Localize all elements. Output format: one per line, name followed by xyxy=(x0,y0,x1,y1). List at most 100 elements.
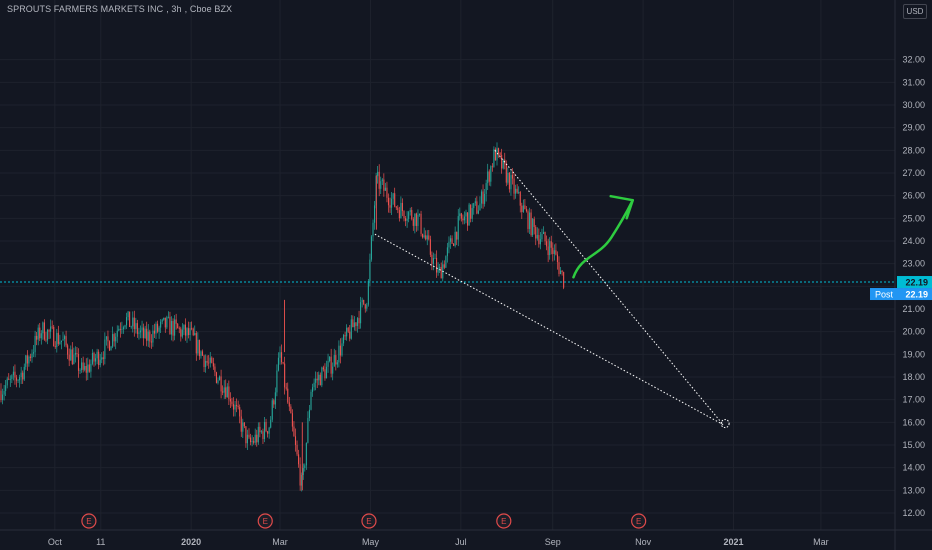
candle-body xyxy=(403,211,405,219)
candle-body xyxy=(262,431,264,440)
candle-body xyxy=(246,434,248,444)
candle-body xyxy=(294,436,297,445)
candle-body xyxy=(122,327,124,330)
symbol-name: SPROUTS FARMERS MARKETS INC xyxy=(7,4,164,14)
candle-body xyxy=(23,366,25,380)
x-tick-label: Mar xyxy=(272,537,288,547)
candle-body xyxy=(324,369,326,379)
candle-body xyxy=(496,148,498,161)
candle-body xyxy=(463,216,465,221)
candle-body xyxy=(20,372,22,378)
candle-body xyxy=(65,336,67,346)
candle-body xyxy=(253,441,255,443)
candle-body xyxy=(45,339,47,341)
candle-body xyxy=(1,394,4,401)
candle-body xyxy=(39,327,41,339)
candle-body xyxy=(560,270,562,275)
candle-body xyxy=(556,254,558,263)
earnings-marker[interactable]: E xyxy=(496,513,512,529)
candle-body xyxy=(161,319,163,322)
candle-body xyxy=(14,371,16,378)
earnings-marker[interactable]: E xyxy=(81,513,97,529)
up-arrow[interactable] xyxy=(572,198,634,279)
candle-body xyxy=(68,354,70,361)
candle-body xyxy=(250,437,252,443)
earnings-marker-label: E xyxy=(86,517,91,526)
candle-body xyxy=(333,355,335,367)
candle-body xyxy=(315,378,317,383)
currency-button[interactable]: USD xyxy=(903,4,927,19)
candle-body xyxy=(59,342,61,344)
candle-body xyxy=(391,198,393,208)
candle-body xyxy=(28,356,30,364)
candle-body xyxy=(3,390,5,395)
candle-body xyxy=(74,353,76,355)
candle-body xyxy=(201,351,204,356)
candle-body xyxy=(95,358,97,362)
y-tick-label: 14.00 xyxy=(902,463,925,473)
candle-body xyxy=(158,327,160,332)
candle-body xyxy=(327,360,329,367)
y-tick-label: 26.00 xyxy=(902,191,925,201)
candle-body xyxy=(364,304,366,309)
candle-body xyxy=(129,311,131,327)
earnings-marker[interactable]: E xyxy=(361,513,377,529)
earnings-marker[interactable]: E xyxy=(631,513,647,529)
candle-body xyxy=(150,341,152,343)
candle-body xyxy=(429,239,431,255)
candle-body xyxy=(322,367,324,370)
candle-body xyxy=(459,213,461,217)
candle-body xyxy=(9,378,11,380)
candle-body xyxy=(127,311,129,318)
y-tick-label: 23.00 xyxy=(902,259,925,269)
candle-body xyxy=(344,335,346,337)
y-tick-label: 24.00 xyxy=(902,236,925,246)
earnings-marker-circle xyxy=(496,513,512,529)
candle-body xyxy=(305,442,307,466)
candle-body xyxy=(37,327,39,340)
candle-body xyxy=(502,159,504,169)
candle-body xyxy=(251,441,253,443)
candle-body xyxy=(195,333,197,354)
candle-body xyxy=(285,387,287,389)
candle-body xyxy=(308,409,310,418)
candle-body xyxy=(485,183,487,194)
candle-body xyxy=(538,235,540,245)
y-tick-label: 27.00 xyxy=(902,168,925,178)
earnings-marker-circle xyxy=(257,513,273,529)
earnings-marker-circle xyxy=(361,513,377,529)
candle-body xyxy=(276,370,278,393)
candle-body xyxy=(417,214,419,226)
last-price-badge xyxy=(897,276,932,289)
candle-body xyxy=(62,339,64,341)
candle-body xyxy=(498,148,500,153)
candle-body xyxy=(377,171,379,177)
candle-body xyxy=(449,238,452,242)
candle-body xyxy=(70,349,72,361)
candle-body xyxy=(166,317,168,328)
y-tick-label: 19.00 xyxy=(902,349,925,359)
candle-body xyxy=(347,327,349,332)
candle-body xyxy=(338,345,340,363)
candle-body xyxy=(234,404,236,410)
earnings-marker[interactable]: E xyxy=(257,513,273,529)
candle-body xyxy=(398,210,400,219)
candle-body xyxy=(22,372,24,380)
candle-body xyxy=(341,343,343,356)
candle-body xyxy=(535,226,537,239)
candle-body xyxy=(395,206,397,208)
wedge-apex-marker[interactable] xyxy=(720,419,730,429)
candle-body xyxy=(408,212,410,219)
candle-body xyxy=(87,364,89,373)
candle-body xyxy=(499,152,501,156)
candle-body xyxy=(397,207,399,211)
candle-body xyxy=(93,353,95,362)
candle-body xyxy=(175,319,177,324)
candle-body xyxy=(226,386,228,398)
candle-body xyxy=(211,357,213,363)
earnings-marker-circle xyxy=(81,513,97,529)
candle-body xyxy=(172,320,174,336)
candle-body xyxy=(547,246,549,256)
up-arrow-head[interactable] xyxy=(609,194,634,220)
